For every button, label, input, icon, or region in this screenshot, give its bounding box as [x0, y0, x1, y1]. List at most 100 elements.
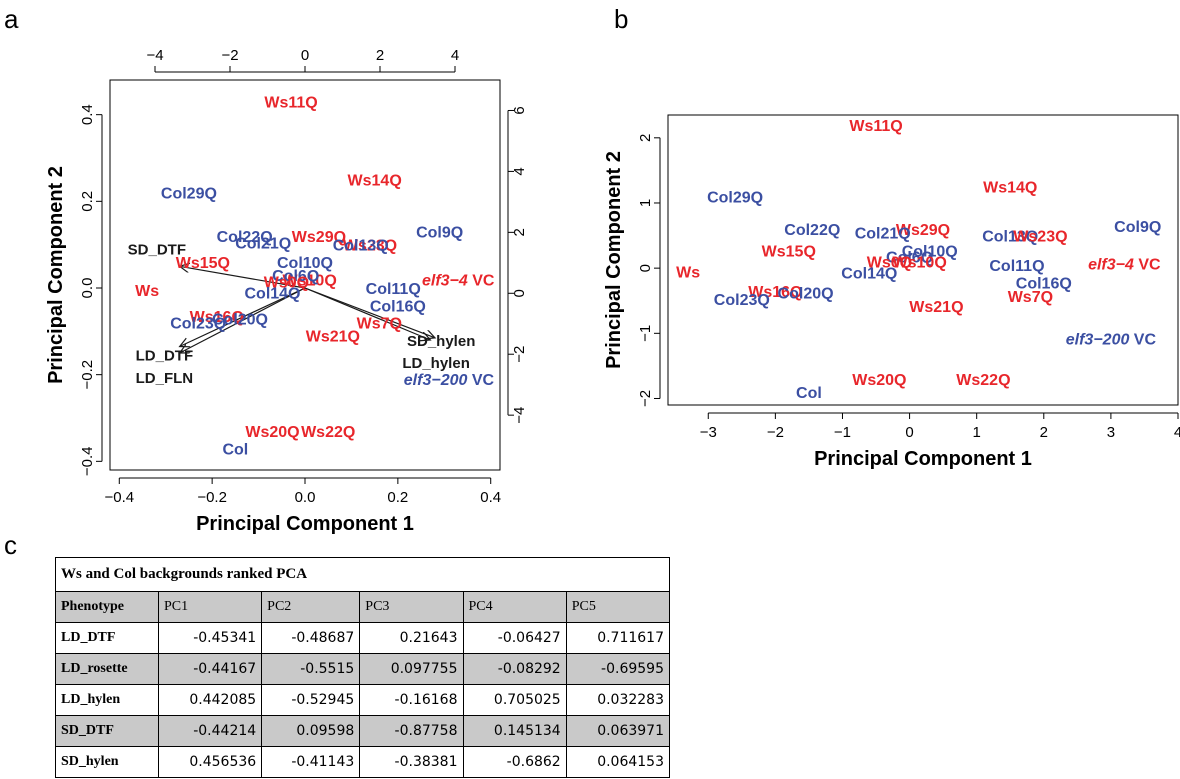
- x-tick-label: −0.2: [197, 489, 227, 506]
- y-axis-label: Principal Component 2: [603, 151, 625, 369]
- table-cell: -0.5515: [261, 653, 361, 685]
- loading-vector-label: LD_FLN: [136, 370, 194, 387]
- table-cell: 0.711617: [565, 622, 671, 654]
- y-tick-label: 0: [637, 264, 654, 272]
- sample-label: Col13Q: [982, 229, 1038, 246]
- sample-label: Ws15Q: [176, 255, 230, 272]
- sample-label: Ws10Q: [893, 255, 947, 272]
- loading-vector: [180, 266, 306, 289]
- x-tick-label: 4: [1174, 424, 1180, 441]
- table-row: SD_DTF -0.44214 0.09598 -0.87758 0.14513…: [55, 715, 671, 747]
- pca-loadings-table: Ws and Col backgrounds ranked PCA Phenot…: [55, 557, 671, 778]
- x-tick-label: 0: [905, 424, 913, 441]
- plot-frame: [667, 114, 1179, 406]
- table-cell: 0.21643: [359, 622, 464, 654]
- table-cell: 0.145134: [462, 715, 567, 747]
- sample-label: Ws21Q: [306, 329, 360, 346]
- table-cell: 0.064153: [565, 746, 671, 778]
- sample-label: Col22Q: [217, 229, 273, 246]
- loading-vector-label: SD_hylen: [407, 333, 475, 350]
- y-tick-label: 0.0: [79, 278, 96, 299]
- table-row: LD_hylen 0.442085 -0.52945 -0.16168 0.70…: [55, 684, 671, 716]
- sample-label: Col16Q: [370, 298, 426, 315]
- x-tick-label: 0.0: [295, 489, 316, 506]
- x-tick-label: 2: [1040, 424, 1048, 441]
- table-cell: 0.705025: [462, 684, 567, 716]
- y-tick-label: −0.4: [79, 447, 96, 477]
- sample-label: Col10Q: [902, 244, 958, 261]
- table-cell: -0.6862: [462, 746, 567, 778]
- x-axis-label: Principal Component 1: [814, 448, 1032, 470]
- y-tick-label: −0.2: [79, 360, 96, 390]
- sample-label: Ws11Q: [264, 95, 317, 112]
- pca-biplot-figure: −0.4 −0.2 0.0 0.2 0.4 Principal Component 1 −0…: [45, 47, 1180, 535]
- sample-label: Col23Q: [714, 292, 770, 309]
- sample-label: Col13Q: [333, 238, 389, 255]
- row-label: LD_hylen: [55, 684, 159, 716]
- sample-label: Ws20Q: [245, 424, 299, 441]
- sample-label: Col11Q: [366, 281, 421, 298]
- loading-vector: [180, 287, 306, 347]
- x-tick-label: −0.4: [104, 489, 134, 506]
- header-pc1: PC1: [157, 591, 263, 623]
- right-tick-label: 4: [511, 167, 528, 175]
- sample-label: Ws7Q: [357, 316, 402, 333]
- sample-label: Ws16Q: [190, 309, 244, 326]
- row-label: LD_DTF: [55, 622, 159, 654]
- table-cell: -0.38381: [359, 746, 464, 778]
- loading-vector: [304, 287, 435, 338]
- right-tick-label: 0: [511, 289, 528, 297]
- sample-label: elf3−200 VC: [1066, 332, 1157, 349]
- loading-vector: [180, 287, 306, 353]
- sample-label: Ws21Q: [909, 299, 963, 316]
- sample-label: Col14Q: [244, 285, 300, 302]
- top-tick-label: 2: [376, 47, 384, 64]
- header-pc2: PC2: [261, 591, 361, 623]
- sample-label: Ws16Q: [748, 284, 802, 301]
- table-cell: -0.06427: [462, 622, 567, 654]
- sample-label: Col29Q: [161, 186, 217, 203]
- table-cell: 0.456536: [157, 746, 263, 778]
- right-tick-label: −4: [511, 407, 528, 424]
- loading-vector-label: LD_hylen: [402, 355, 470, 372]
- row-label: SD_DTF: [55, 715, 159, 747]
- top-tick-label: −4: [146, 47, 163, 64]
- loading-vector-label: SD_DTF: [128, 241, 186, 258]
- sample-label: Ws0Q: [264, 275, 309, 292]
- table-cell: -0.52945: [261, 684, 361, 716]
- sample-label: Col: [222, 441, 248, 458]
- sample-label: Ws14Q: [348, 173, 402, 190]
- x-axis-label: Principal Component 1: [196, 513, 414, 535]
- x-tick-label: 0.2: [387, 489, 408, 506]
- sample-label: Ws20Q: [852, 372, 906, 389]
- sample-label: Col9Q: [1114, 219, 1161, 236]
- y-tick-label: 1: [637, 199, 654, 207]
- sample-label: Ws23Q: [1013, 229, 1067, 246]
- sample-label: Col23Q: [170, 316, 226, 333]
- table-row: LD_DTF -0.45341 -0.48687 0.21643 -0.0642…: [55, 622, 671, 654]
- panel-b-letter: b: [614, 4, 629, 34]
- sample-label: Col20Q: [778, 285, 834, 302]
- y-tick-label: 0.4: [79, 104, 96, 125]
- table-cell: 0.032283: [565, 684, 671, 716]
- header-pc5: PC5: [565, 591, 671, 623]
- sample-label: Col10Q: [277, 255, 333, 272]
- sample-label: elf3−4 VC: [1088, 257, 1161, 274]
- sample-label: Ws22Q: [301, 424, 355, 441]
- table-cell: -0.08292: [462, 653, 567, 685]
- sample-label: Ws10Q: [283, 272, 337, 289]
- sample-label: Col29Q: [707, 189, 763, 206]
- table-cell: -0.45341: [157, 622, 263, 654]
- sample-label: Ws: [676, 264, 700, 281]
- sample-label: Col: [796, 385, 822, 402]
- sample-label: Ws15Q: [762, 244, 816, 261]
- y-axis-label: Principal Component 2: [45, 166, 67, 384]
- sample-label: Col6Q: [272, 268, 319, 285]
- table-cell: 0.09598: [261, 715, 361, 747]
- sample-label: Ws29Q: [292, 229, 346, 246]
- sample-label: Ws11Q: [849, 118, 902, 135]
- table-cell: -0.41143: [261, 746, 361, 778]
- sample-label: Col14Q: [841, 266, 897, 283]
- x-tick-label: 0.4: [480, 489, 501, 506]
- sample-label: Ws29Q: [896, 222, 950, 239]
